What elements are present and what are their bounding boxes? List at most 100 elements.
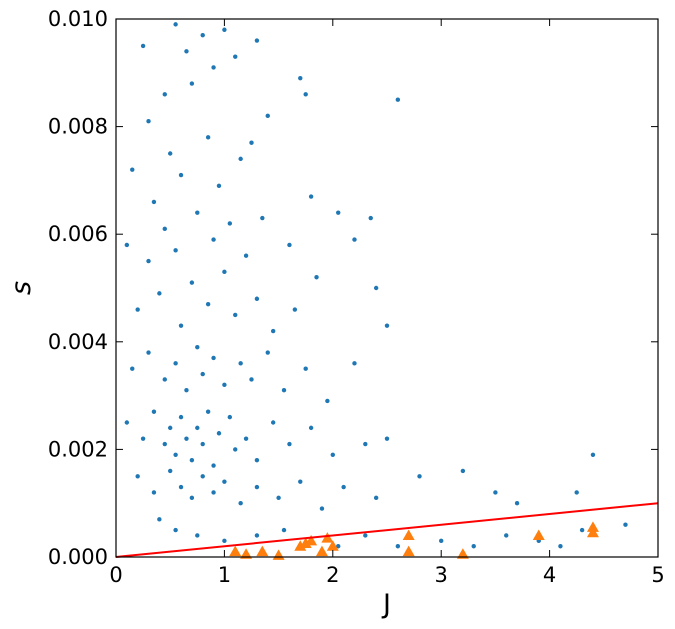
data-point (227, 221, 233, 226)
data-point-triangle (305, 534, 318, 546)
data-point (178, 484, 184, 490)
data-point (173, 452, 178, 457)
data-point (265, 113, 270, 119)
data-point (189, 280, 195, 285)
data-point-triangle (229, 545, 242, 557)
data-point (298, 479, 303, 484)
data-point (249, 140, 254, 145)
data-point (336, 544, 341, 549)
data-point (352, 361, 357, 366)
data-point (238, 156, 243, 162)
data-point (336, 210, 341, 215)
x-tick-label: 4 (543, 563, 556, 587)
data-point (238, 501, 243, 506)
data-point-triangle (321, 532, 334, 543)
data-point (292, 307, 298, 312)
data-point (222, 269, 227, 275)
data-point (162, 441, 167, 447)
data-point (157, 517, 162, 522)
data-point (178, 172, 184, 178)
data-point (417, 474, 422, 479)
data-point (184, 49, 189, 54)
data-point (579, 527, 585, 533)
data-point (178, 414, 184, 420)
data-point (270, 328, 276, 334)
data-point-triangle (299, 537, 312, 549)
points-layer (124, 22, 628, 560)
data-point-triangle (402, 529, 415, 540)
data-point (157, 291, 162, 296)
data-point (195, 425, 200, 431)
data-point (287, 242, 292, 248)
data-point (384, 323, 390, 328)
data-point (395, 97, 401, 102)
data-point (319, 506, 325, 511)
data-point (151, 409, 157, 414)
data-point (270, 420, 276, 425)
x-axis-label: J (381, 589, 391, 620)
data-point (146, 258, 151, 264)
data-point (254, 484, 260, 490)
data-point (493, 490, 498, 495)
data-point (124, 242, 130, 248)
data-point (341, 484, 346, 490)
data-point (233, 54, 238, 59)
data-point (303, 92, 308, 97)
data-point (287, 441, 292, 447)
data-point (178, 323, 184, 328)
data-point (140, 436, 146, 441)
data-point (314, 275, 319, 280)
data-point (130, 167, 135, 172)
data-point (146, 119, 151, 124)
data-point (195, 344, 200, 350)
data-point (211, 237, 216, 242)
data-point (162, 92, 167, 97)
data-point (254, 533, 260, 538)
data-point (222, 382, 227, 388)
data-point (135, 474, 140, 479)
y-tick-label: 0.010 (48, 7, 108, 31)
data-point (189, 81, 195, 86)
plot-frame (115, 18, 659, 558)
y-tick-label: 0.008 (48, 115, 108, 139)
data-point (260, 215, 265, 221)
data-point (265, 350, 270, 355)
data-point (168, 468, 173, 474)
data-point (439, 538, 444, 544)
data-point (222, 27, 227, 32)
data-point (363, 533, 368, 538)
data-point (151, 490, 157, 495)
data-point (195, 210, 200, 215)
data-point (200, 371, 205, 377)
data-point (243, 436, 249, 441)
data-point (352, 237, 357, 242)
data-point (189, 457, 195, 463)
data-point (254, 457, 260, 463)
data-point (330, 452, 335, 457)
data-point (471, 544, 476, 549)
data-point (195, 533, 200, 538)
x-tick-label: 3 (435, 563, 448, 587)
data-point (162, 226, 167, 232)
fit-line-layer (115, 502, 659, 558)
data-point-triangle (326, 540, 339, 551)
data-point (173, 361, 178, 366)
data-point (281, 388, 287, 393)
data-point (211, 65, 216, 70)
data-point (227, 414, 233, 420)
x-tick-label: 0 (109, 563, 122, 587)
data-point (162, 377, 167, 382)
data-point (200, 441, 205, 447)
data-point-triangle (586, 521, 599, 532)
data-point (308, 425, 314, 431)
fit-line (115, 502, 659, 558)
data-point (173, 22, 178, 27)
data-point-triangle (272, 549, 285, 560)
data-point (216, 183, 222, 188)
data-point (173, 527, 178, 533)
data-point (254, 38, 260, 43)
y-tick-label: 0.002 (48, 437, 108, 461)
data-point (233, 447, 238, 452)
data-point (281, 527, 287, 533)
